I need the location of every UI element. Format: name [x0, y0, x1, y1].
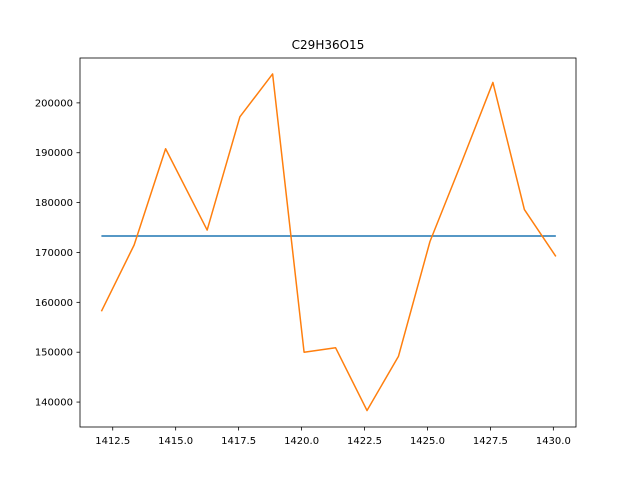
- x-tick-label: 1412.5: [95, 436, 130, 447]
- chart-title: C29H36O15: [292, 38, 365, 52]
- y-tick-label: 150000: [35, 348, 73, 359]
- y-tick-label: 190000: [35, 148, 73, 159]
- y-tick-label: 180000: [35, 198, 73, 209]
- x-tick-label: 1420.0: [284, 436, 319, 447]
- x-tick-label: 1430.0: [536, 436, 571, 447]
- x-axis: 1412.5 1415.0 1417.5 1420.0 1422.5 1425.0 1427…: [95, 427, 571, 447]
- series-2-line: [100, 73, 557, 412]
- y-axis: 140000 150000 160000 170000 180000 190000 2000…: [35, 98, 80, 409]
- series-layer: [100, 73, 557, 412]
- y-tick-label: 170000: [35, 248, 73, 259]
- y-tick-label: 200000: [35, 98, 73, 109]
- x-tick-label: 1417.5: [221, 436, 256, 447]
- x-tick-label: 1427.5: [473, 436, 508, 447]
- y-tick-label: 140000: [35, 398, 73, 409]
- x-tick-label: 1422.5: [347, 436, 382, 447]
- plot-frame: [79, 57, 577, 428]
- x-tick-label: 1415.0: [158, 436, 193, 447]
- x-tick-label: 1425.0: [410, 436, 445, 447]
- y-tick-label: 160000: [35, 298, 73, 309]
